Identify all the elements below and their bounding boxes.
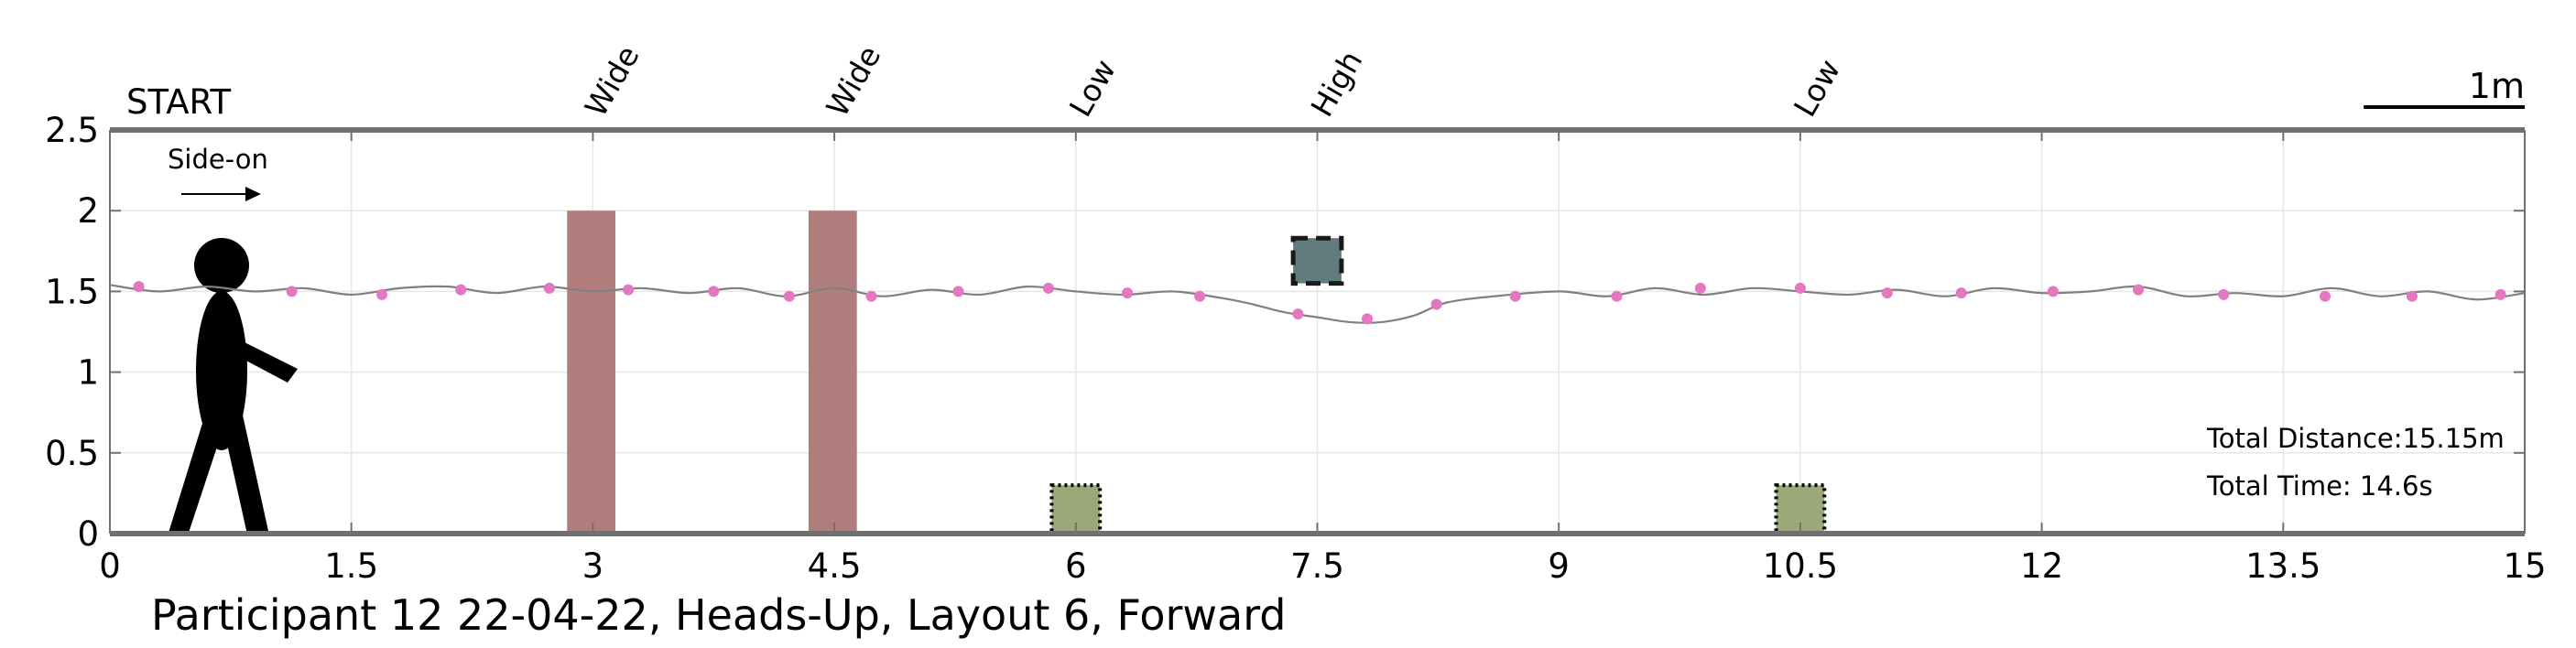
obstacle-label: Wide [578,39,647,123]
y-tick-label: 2.5 [45,111,99,150]
obstacle-high [1290,235,1344,286]
trajectory-marker [783,290,795,302]
walker-figure-icon [168,238,298,535]
x-tick-label: 7.5 [1290,546,1344,586]
trajectory-marker [1611,290,1623,302]
x-tick-label: 4.5 [808,546,862,586]
trajectory-marker [1292,308,1304,320]
trajectory-marker [1194,290,1206,302]
trajectory-marker [1122,287,1134,299]
trajectory-marker [1509,290,1521,302]
trajectory-marker [2047,286,2059,297]
trajectory-marker [2494,288,2506,300]
x-tick-label: 13.5 [2245,546,2321,586]
obstacle-wide [567,211,616,534]
x-tick-label: 6 [1065,546,1087,586]
chart-caption: Participant 12 22-04-22, Heads-Up, Layou… [151,590,1287,640]
direction-label: Side-on [168,144,268,175]
obstacle-label: Low [1787,53,1847,123]
trajectory-marker [1881,287,1893,299]
grid [109,129,2526,535]
trajectory-marker [133,281,145,293]
y-tick-label: 2 [77,191,99,231]
obstacle-label: High [1304,45,1370,123]
trajectory-line [109,284,2526,324]
obstacle-label: Wide [819,39,887,123]
x-tick-label: 9 [1548,546,1570,586]
trajectory-marker [286,286,298,297]
y-axis-ticks: 0 0.5 1 1.5 2 2.5 [45,111,2525,554]
x-axis-ticks: 0 1.5 3 4.5 6 7.5 9 10.5 12 13.5 15 [99,130,2547,586]
x-tick-label: 3 [582,546,604,586]
trajectory-markers [133,281,2506,325]
trajectory-marker [1955,287,1967,299]
trajectory-marker [1361,313,1373,325]
x-tick-label: 1.5 [324,546,378,586]
x-tick-label: 12 [2020,546,2063,586]
trajectory-marker [2133,284,2145,296]
obstacle-labels: Wide Wide Low High Low [578,39,1848,123]
x-tick-label: 15 [2503,546,2546,586]
scale-bar-label: 1m [2469,66,2525,106]
total-time: Total Time: 14.6s [2206,470,2433,502]
trajectory-marker [952,286,964,297]
trajectory-marker [1430,298,1442,310]
total-distance: Total Distance:15.15m [2206,423,2505,454]
trajectory-marker [1694,282,1706,294]
direction-indicator: Side-on [168,144,268,201]
trajectory-marker [376,288,388,300]
scale-bar: 1m [2364,66,2525,109]
trajectory-marker [1794,282,1806,294]
trajectory-marker [865,290,877,302]
trajectory-marker [623,284,635,296]
trajectory-marker [455,284,467,296]
y-tick-label: 0 [77,514,99,554]
x-tick-label: 0 [99,546,121,586]
obstacle-label: Low [1062,53,1123,123]
x-tick-label: 10.5 [1763,546,1838,586]
start-label: START [126,82,232,122]
trajectory-marker [2218,288,2230,300]
y-tick-label: 0.5 [45,434,99,473]
trajectory-marker [708,286,720,297]
trajectory-marker [2320,290,2331,302]
y-tick-label: 1 [77,353,99,393]
obstacle-wide [808,211,857,534]
obstacles [567,211,1827,536]
arrowhead-icon [245,187,261,201]
trajectory-marker [543,282,555,294]
trajectory-marker [2406,290,2418,302]
y-tick-label: 1.5 [45,272,99,311]
trajectory-marker [1042,282,1054,294]
